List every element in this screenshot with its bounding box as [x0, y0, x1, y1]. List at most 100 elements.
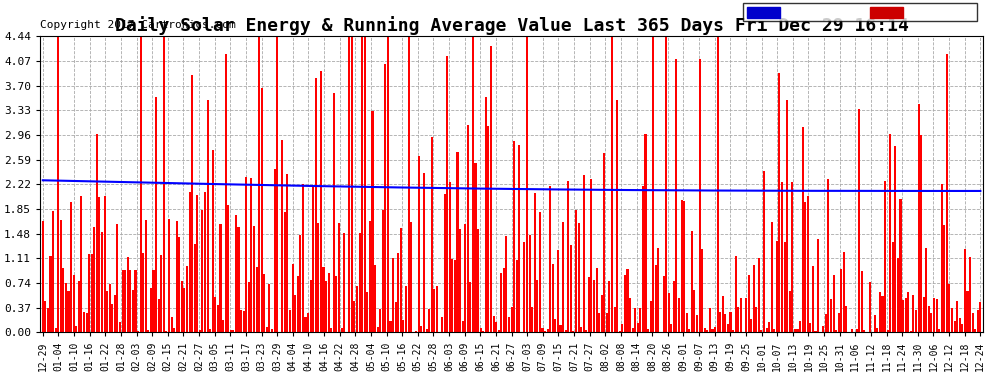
- Bar: [320, 71, 322, 332]
- Bar: [570, 244, 572, 332]
- Bar: [654, 266, 656, 332]
- Bar: [889, 134, 891, 332]
- Bar: [336, 276, 338, 332]
- Bar: [735, 256, 737, 332]
- Bar: [750, 319, 752, 332]
- Bar: [874, 315, 876, 332]
- Bar: [266, 327, 268, 332]
- Bar: [284, 211, 286, 332]
- Bar: [953, 321, 955, 332]
- Bar: [157, 298, 159, 332]
- Bar: [588, 278, 590, 332]
- Bar: [583, 175, 585, 332]
- Bar: [704, 327, 706, 332]
- Bar: [273, 170, 275, 332]
- Bar: [557, 250, 559, 332]
- Bar: [910, 331, 912, 332]
- Bar: [374, 265, 376, 332]
- Bar: [240, 310, 243, 332]
- Bar: [686, 314, 688, 332]
- Bar: [453, 260, 456, 332]
- Bar: [503, 268, 505, 332]
- Bar: [580, 327, 582, 332]
- Bar: [310, 280, 312, 332]
- Bar: [217, 305, 219, 332]
- Bar: [518, 145, 521, 332]
- Bar: [652, 36, 654, 332]
- Bar: [397, 253, 399, 332]
- Bar: [680, 201, 682, 332]
- Bar: [828, 179, 830, 332]
- Bar: [722, 296, 724, 332]
- Bar: [760, 330, 762, 332]
- Bar: [323, 267, 325, 332]
- Bar: [209, 328, 211, 332]
- Bar: [907, 292, 909, 332]
- Bar: [72, 274, 74, 332]
- Bar: [50, 256, 51, 332]
- Bar: [400, 228, 402, 332]
- Bar: [286, 174, 288, 332]
- Bar: [162, 36, 165, 332]
- Bar: [477, 229, 479, 332]
- Bar: [212, 150, 214, 332]
- Bar: [601, 295, 603, 332]
- Bar: [913, 295, 915, 332]
- Bar: [145, 220, 147, 332]
- Bar: [933, 298, 935, 332]
- Bar: [101, 232, 103, 332]
- Bar: [446, 56, 448, 332]
- Bar: [802, 127, 804, 332]
- Bar: [392, 258, 394, 332]
- Bar: [644, 134, 646, 332]
- Bar: [333, 93, 335, 332]
- Bar: [389, 321, 391, 332]
- Bar: [204, 192, 206, 332]
- Bar: [526, 36, 528, 332]
- Bar: [117, 224, 119, 332]
- Bar: [194, 244, 196, 332]
- Bar: [961, 324, 963, 332]
- Bar: [564, 330, 566, 332]
- Bar: [755, 307, 757, 332]
- Bar: [554, 319, 556, 332]
- Bar: [318, 223, 320, 332]
- Bar: [539, 211, 541, 332]
- Bar: [665, 36, 667, 332]
- Bar: [47, 308, 49, 332]
- Bar: [948, 284, 950, 332]
- Bar: [361, 36, 363, 332]
- Bar: [415, 331, 418, 332]
- Bar: [861, 271, 863, 332]
- Bar: [744, 298, 747, 332]
- Bar: [315, 78, 317, 332]
- Bar: [104, 196, 106, 332]
- Bar: [939, 328, 940, 332]
- Bar: [91, 254, 93, 332]
- Bar: [725, 314, 727, 332]
- Bar: [178, 237, 180, 332]
- Bar: [640, 308, 642, 332]
- Bar: [786, 100, 788, 332]
- Bar: [338, 224, 340, 332]
- Bar: [516, 260, 518, 332]
- Bar: [614, 307, 616, 332]
- Bar: [366, 292, 368, 332]
- Bar: [804, 202, 806, 332]
- Bar: [111, 304, 113, 332]
- Bar: [606, 313, 608, 332]
- Bar: [299, 235, 301, 332]
- Bar: [281, 140, 283, 332]
- Bar: [730, 312, 732, 332]
- Bar: [590, 179, 592, 332]
- Bar: [196, 195, 198, 332]
- Bar: [850, 329, 852, 332]
- Bar: [855, 329, 857, 332]
- Bar: [405, 286, 407, 332]
- Bar: [127, 256, 129, 332]
- Bar: [143, 253, 145, 332]
- Bar: [799, 321, 801, 332]
- Bar: [93, 227, 95, 332]
- Bar: [923, 297, 925, 332]
- Bar: [662, 276, 664, 332]
